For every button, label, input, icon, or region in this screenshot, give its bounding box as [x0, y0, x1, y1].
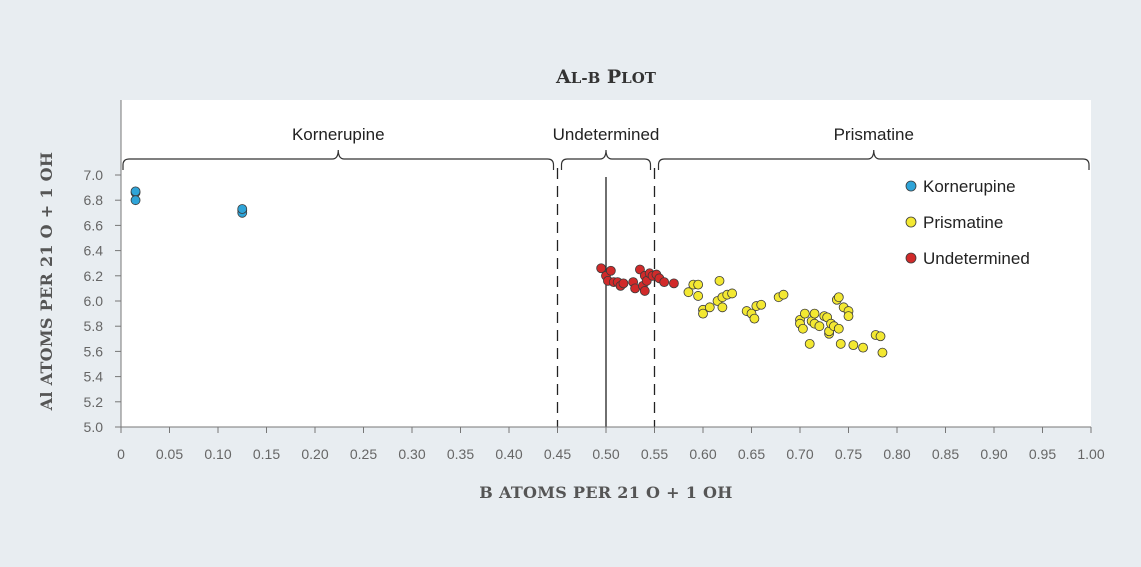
legend-label: Undetermined	[923, 249, 1030, 268]
legend-marker	[905, 252, 917, 264]
data-point	[669, 278, 679, 289]
data-point	[749, 313, 760, 324]
region-brackets: Kornerupine Undetermined Prismatine	[122, 125, 1090, 170]
chart-title: AL-B PLOT	[555, 66, 657, 88]
x-tick-label: 0.90	[980, 446, 1007, 462]
data-point	[814, 321, 825, 332]
y-tick-label: 5.0	[84, 419, 104, 435]
x-tick-label: 0.25	[350, 446, 377, 462]
data-point	[833, 323, 844, 334]
y-tick-label: 6.2	[84, 268, 104, 284]
x-tick-label: 0.15	[253, 446, 280, 462]
x-tick-label: 0.35	[447, 446, 474, 462]
y-tick-label: 6.6	[84, 217, 104, 233]
data-point	[693, 279, 704, 290]
x-tick-label: 0.60	[689, 446, 716, 462]
region-brace	[560, 149, 652, 170]
data-point	[618, 278, 629, 289]
y-tick-label: 6.8	[84, 192, 104, 208]
region-label: Undetermined	[553, 125, 660, 144]
data-point	[799, 308, 810, 319]
data-point	[858, 342, 868, 353]
data-point	[596, 263, 607, 274]
x-tick-label: 0.30	[398, 446, 425, 462]
y-axis-title: Al ATOMS PER 21 O + 1 OH	[37, 152, 56, 412]
data-point	[804, 338, 815, 349]
x-tick-label: 0.40	[495, 446, 522, 462]
data-point	[237, 204, 248, 214]
region-label: Prismatine	[834, 125, 914, 144]
data-point	[659, 277, 670, 288]
data-point	[639, 286, 650, 296]
y-tick-label: 5.4	[84, 369, 104, 385]
data-point	[130, 195, 141, 206]
region-brace	[657, 149, 1090, 170]
series-undetermined	[596, 263, 679, 296]
region-label: Kornerupine	[292, 125, 385, 144]
x-tick-label: 0.65	[738, 446, 765, 462]
legend-label: Kornerupine	[923, 177, 1016, 196]
x-tick-label: 0.85	[932, 446, 959, 462]
y-tick-label: 5.8	[84, 318, 104, 334]
series-prismatine	[683, 275, 888, 358]
data-points	[130, 186, 888, 358]
x-tick-label: 1.00	[1077, 446, 1104, 462]
data-point	[714, 275, 725, 286]
data-point	[798, 323, 808, 334]
y-tick-label: 6.4	[84, 243, 104, 259]
data-point	[698, 308, 708, 319]
y-tick-label: 5.2	[84, 394, 104, 410]
x-tick-label: 0.95	[1029, 446, 1056, 462]
x-tick-label: 0.50	[592, 446, 619, 462]
data-point	[727, 288, 737, 299]
data-point	[835, 338, 846, 349]
data-point	[704, 302, 715, 313]
x-tick-label: 0.70	[786, 446, 813, 462]
boundary-lines	[556, 168, 656, 427]
data-point	[605, 265, 616, 276]
legend-marker	[905, 216, 917, 228]
x-tick-label: 0.55	[641, 446, 668, 462]
y-tick-label: 6.0	[84, 293, 104, 309]
y-tick-label: 5.6	[84, 343, 104, 359]
x-tick-label: 0.20	[301, 446, 328, 462]
data-point	[683, 287, 694, 298]
x-tick-label: 0.80	[883, 446, 910, 462]
x-tick-label: 0.10	[204, 446, 231, 462]
data-point	[778, 289, 789, 300]
data-point	[848, 340, 859, 351]
data-point	[843, 311, 854, 322]
data-point	[756, 299, 767, 310]
axes: 0 0.05 0.10 0.15 0.20 0.25 0.30 0.35 0.40 0.45 0.5…	[84, 100, 1105, 462]
x-tick-label: 0.75	[835, 446, 862, 462]
x-tick-label: 0	[117, 446, 125, 462]
data-point	[809, 308, 820, 319]
data-point	[875, 331, 886, 342]
legend-label: Prismatine	[923, 213, 1003, 232]
y-tick-label: 7.0	[84, 167, 104, 183]
x-tick-label: 0.05	[156, 446, 183, 462]
series-kornerupine	[130, 186, 248, 218]
x-tick-label: 0.45	[544, 446, 571, 462]
data-point	[877, 347, 888, 358]
data-point	[693, 291, 704, 301]
x-axis-title: B ATOMS PER 21 O + 1 OH	[479, 483, 732, 502]
region-brace	[122, 149, 555, 170]
legend: Kornerupine Prismatine Undetermined	[905, 177, 1030, 268]
data-point	[717, 302, 728, 313]
legend-marker	[905, 180, 917, 192]
data-point	[130, 186, 141, 197]
data-point	[833, 292, 844, 303]
